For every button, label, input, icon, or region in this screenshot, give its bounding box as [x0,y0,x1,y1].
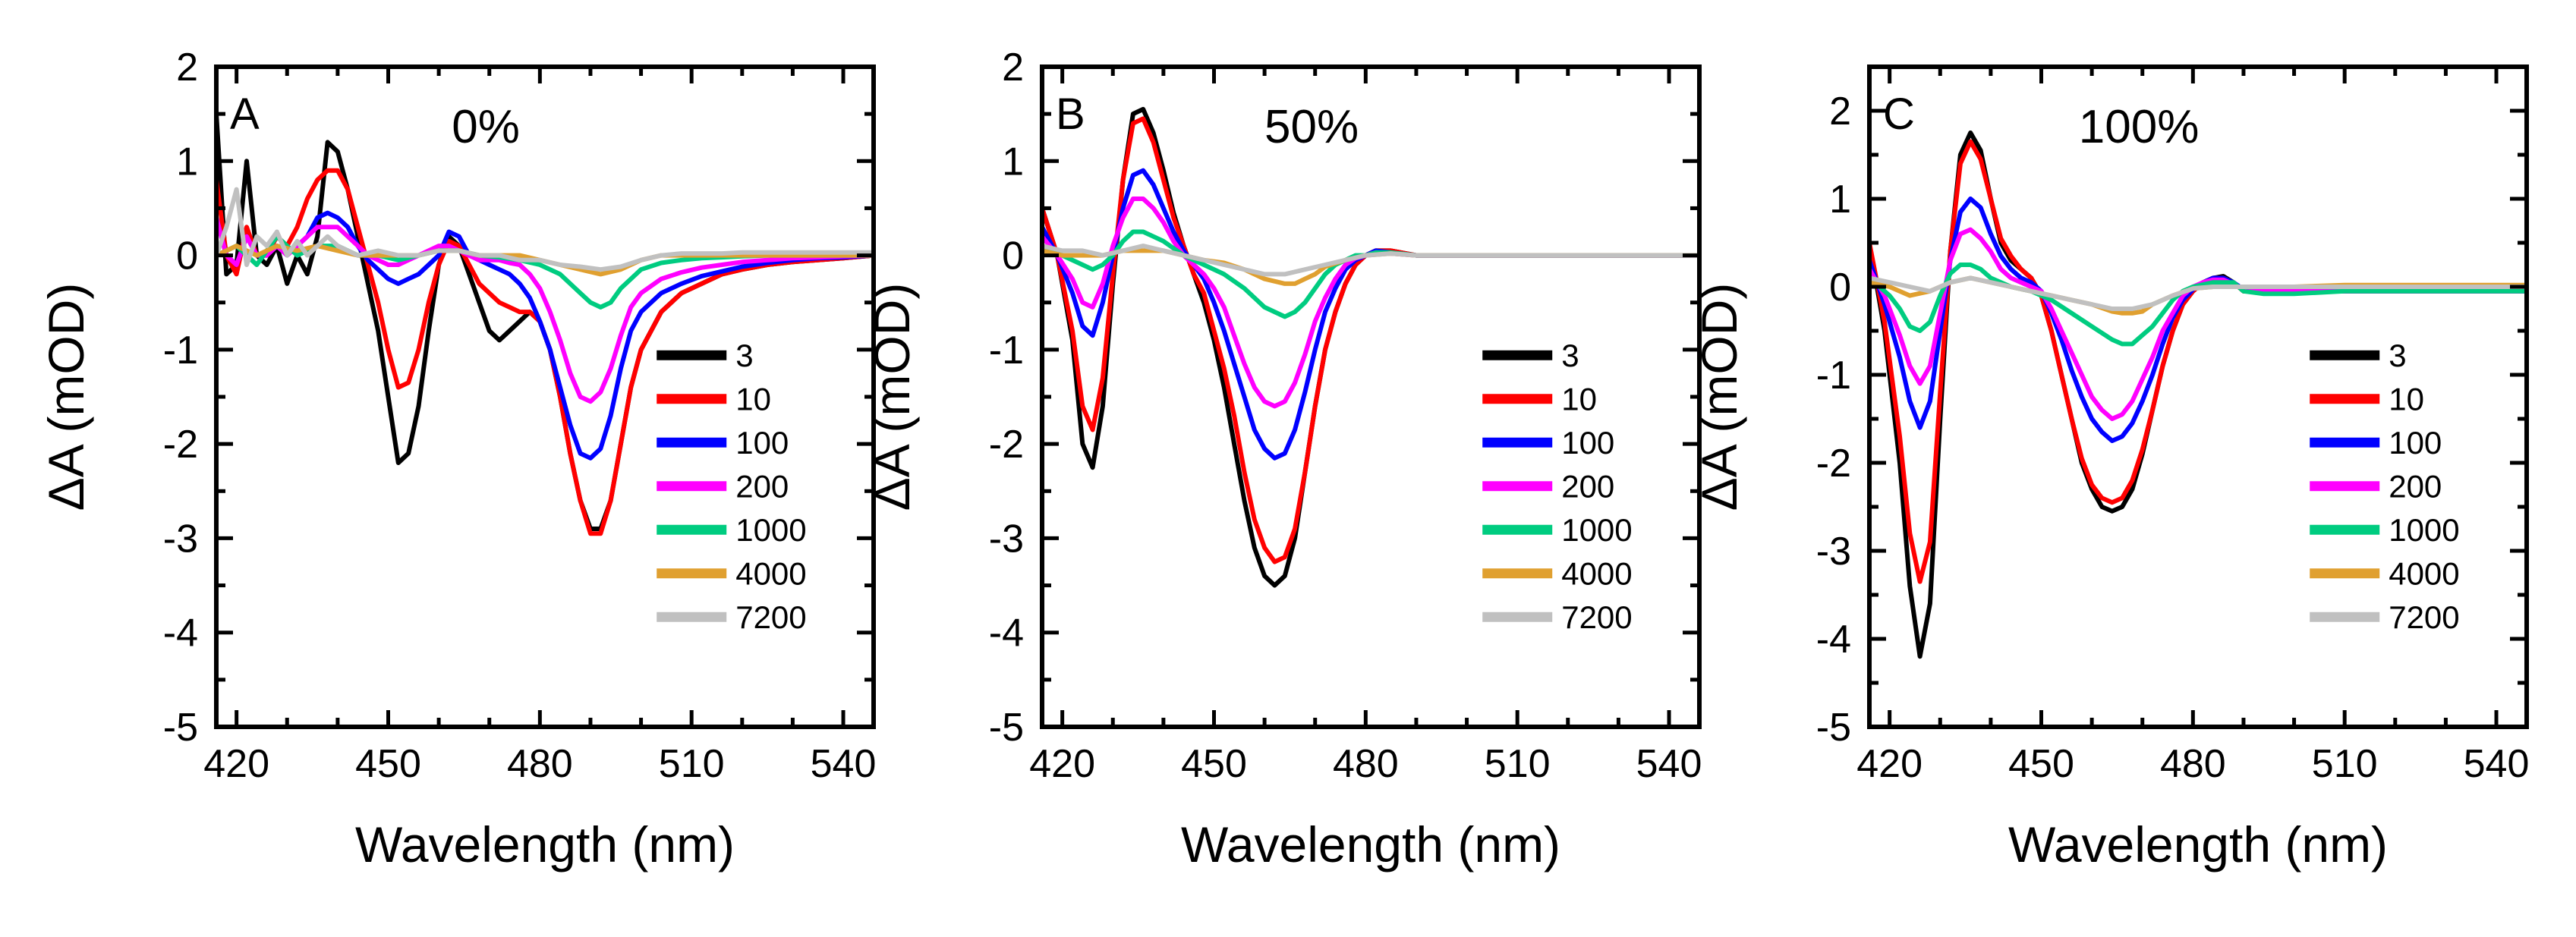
panel-0-legend-label-10: 10 [735,382,771,417]
panel-0-series-line-200 [216,215,874,404]
panel-2-series-line-7200 [1869,275,2527,311]
panel-1-legend-label-4000: 4000 [1561,556,1632,592]
panel-0-series-line-7200 [216,187,874,272]
panel-0-x-tick-label: 420 [203,742,269,786]
panel-2-y-tick-label: 1 [1829,178,1851,222]
panel-1-legend-label-7200: 7200 [1561,599,1632,635]
panel-0-series-group [216,112,874,536]
panel-2-x-tick-label: 450 [2008,742,2074,786]
panel-1-legend-label-1000: 1000 [1561,512,1632,548]
panel-0-y-tick-label: 0 [176,234,198,278]
panel-1-panel-label: B [1056,90,1085,139]
panel-0-x-axis-label: Wavelength (nm) [355,816,735,873]
panel-1-panel-title: 50% [1264,101,1359,153]
panel-2-x-tick-label: 480 [2160,742,2226,786]
panel-1-x-tick-label: 480 [1333,742,1399,786]
panel-0-legend: 3 10 100 200 1000 4000 7200 [657,338,807,635]
panel-1-legend-label-200: 200 [1561,469,1614,505]
panel-1-legend-label-10: 10 [1561,382,1597,417]
panel-1-x-tick-label: 450 [1181,742,1247,786]
panel-2-legend-label-7200: 7200 [2389,599,2459,635]
panel-2-x-axis-label: Wavelength (nm) [2008,816,2388,873]
panel-2-y-axis-label: ΔA (mOD) [1691,283,1747,511]
panel-0-legend-label-4000: 4000 [735,556,806,592]
panel-0-x-tick-label: 510 [659,742,725,786]
panel-2-x-tick-label: 420 [1856,742,1923,786]
panel-1-y-tick-label: -3 [989,517,1024,561]
panel-0-y-tick-label: -1 [163,329,198,373]
panel-2-legend-label-1000: 1000 [2389,512,2459,548]
panel-2-panel-title: 100% [2079,101,2200,153]
panel-1-series-group [1042,106,1699,588]
panel-2-legend-label-3: 3 [2389,338,2406,373]
panel-0-series-line-4000 [216,244,874,277]
panel-2-y-tick-label: -4 [1816,618,1851,662]
panel-2-legend-label-10: 10 [2389,382,2424,417]
panel-0-x-tick-label: 450 [355,742,421,786]
panel-2-series-line-1000 [1869,263,2527,347]
panel-2-legend-label-100: 100 [2389,425,2442,461]
panel-1-x-tick-label: 510 [1485,742,1551,786]
panel-0-legend-label-200: 200 [735,469,789,505]
panel-0-x-tick-label: 480 [507,742,573,786]
panel-0-y-tick-label: -5 [163,706,198,750]
panel-2-x-tick-label: 540 [2464,742,2530,786]
panel-0-series-line-10 [216,168,874,536]
panel-1-x-tick-label: 540 [1636,742,1702,786]
panel-0-y-axis-label: ΔA (mOD) [38,283,94,511]
panel-1-y-tick-label: -5 [989,706,1024,750]
panel-2-y-tick-label: -5 [1816,706,1851,750]
panel-1-y-tick-label: 2 [1002,46,1024,90]
panel-0-series-line-3 [216,112,874,531]
panel-2-legend: 3 10 100 200 1000 4000 7200 [2310,338,2460,635]
panel-1-legend-label-3: 3 [1561,338,1579,373]
panel-2-panel-label: C [1883,90,1915,139]
panel-2-y-tick-label: 0 [1829,266,1851,310]
panel-0-y-tick-label: -3 [163,517,198,561]
panel-1-y-axis-label: ΔA (mOD) [864,283,920,511]
panel-1-legend: 3 10 100 200 1000 4000 7200 [1482,338,1633,635]
panel-1-y-tick-label: 1 [1002,140,1024,184]
panel-0-x-tick-label: 540 [811,742,877,786]
panel-1-y-tick-label: 0 [1002,234,1024,278]
panel-0-legend-label-7200: 7200 [735,599,806,635]
panel-2-legend-label-200: 200 [2389,469,2442,505]
panel-1-series-line-7200 [1042,244,1699,277]
panel-1-x-axis-label: Wavelength (nm) [1181,816,1560,873]
panel-2-y-tick-label: 2 [1829,90,1851,134]
panel-0-legend-label-1000: 1000 [735,512,806,548]
panel-0-y-tick-label: -2 [163,423,198,467]
panel-2-series-line-200 [1869,227,2527,421]
panel-2-series-group [1869,130,2527,659]
panel-2-plot-frame [1867,64,2529,729]
panel-2-series-line-100 [1869,197,2527,443]
panel-0-y-tick-label: 1 [176,140,198,184]
panel-2-y-tick-label: -3 [1816,530,1851,574]
panel-0-panel-title: 0% [452,101,520,153]
panel-0-y-tick-label: -4 [163,612,198,656]
panel-0-panel-label: A [230,90,260,139]
panel-0-legend-label-3: 3 [735,338,753,373]
panel-1-y-tick-label: -4 [989,612,1024,656]
panel-1-series-line-100 [1042,168,1699,461]
panel-1-x-tick-label: 420 [1029,742,1095,786]
panel-0-y-tick-label: 2 [176,46,198,90]
panel-2-y-tick-label: -2 [1816,442,1851,486]
panel-2-x-tick-label: 510 [2312,742,2378,786]
panel-2-legend-label-4000: 4000 [2389,556,2459,592]
panel-0-legend-label-100: 100 [735,425,789,461]
panel-1-legend-label-100: 100 [1561,425,1614,461]
panel-1-y-tick-label: -2 [989,423,1024,467]
panel-2-y-tick-label: -1 [1816,354,1851,398]
panel-1-y-tick-label: -1 [989,329,1024,373]
